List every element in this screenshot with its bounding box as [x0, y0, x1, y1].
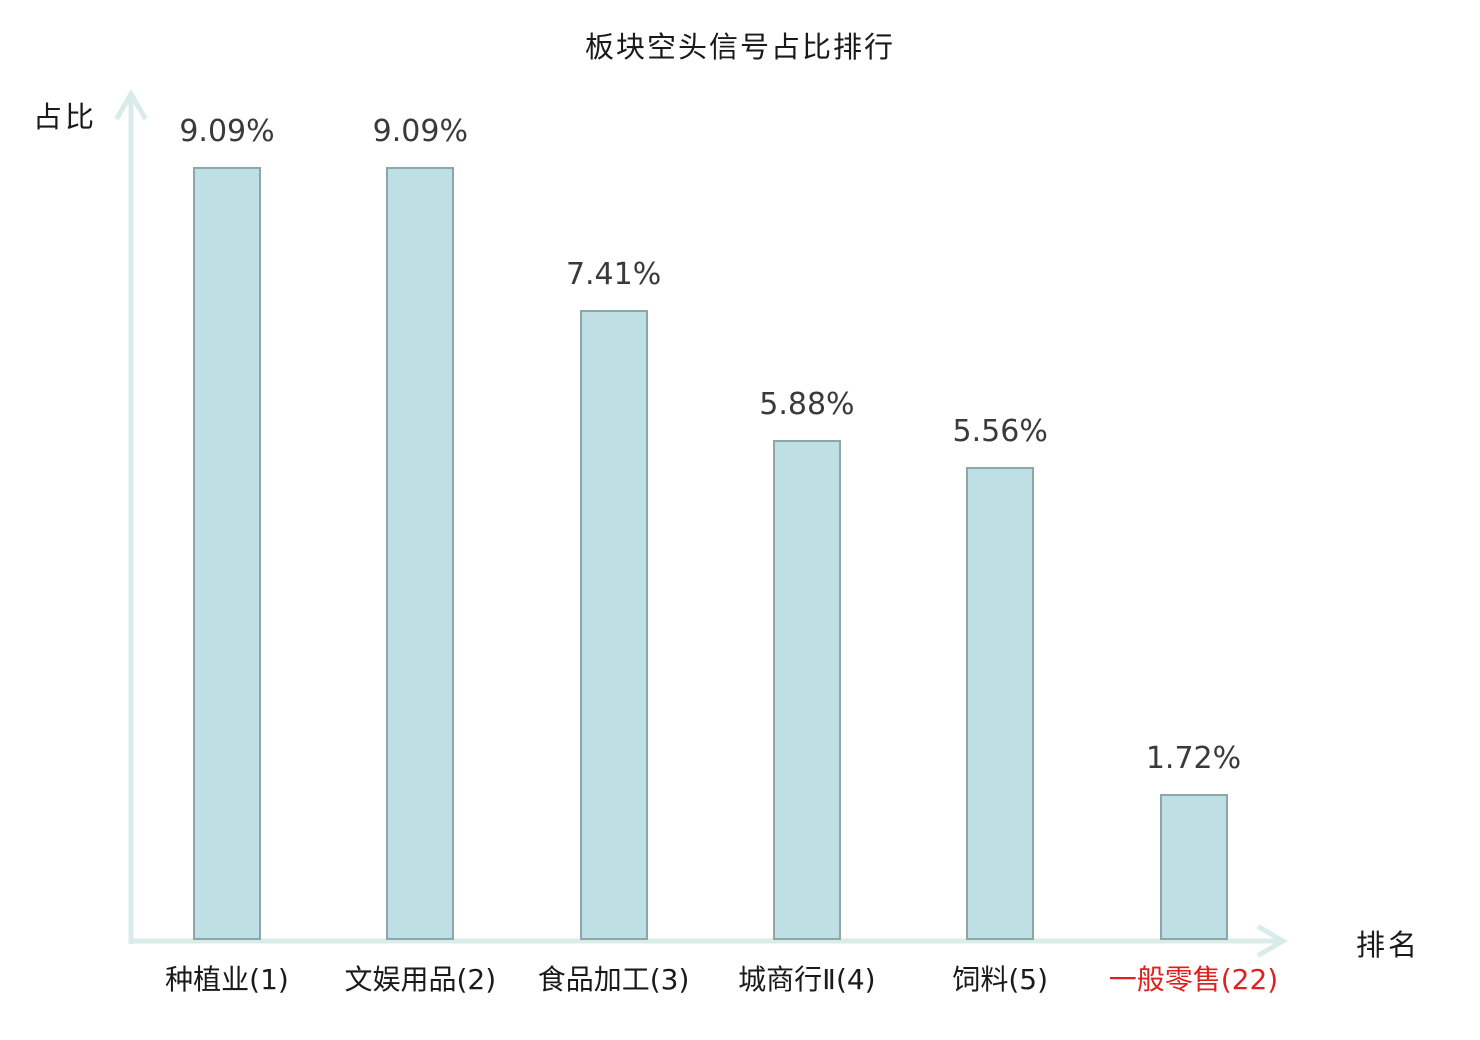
chart-title: 板块空头信号占比排行 [584, 30, 895, 64]
category-label: 食品加工(3) [537, 963, 690, 996]
bar [193, 167, 261, 940]
category-label: 种植业(1) [165, 963, 289, 996]
x-axis-label: 排名 [1356, 928, 1421, 962]
bar [966, 467, 1035, 940]
category-label: 饲料(5) [952, 963, 1049, 996]
bar-value-label: 7.41% [565, 257, 662, 293]
y-axis-label: 占比 [33, 100, 98, 134]
bar-value-label: 9.09% [372, 114, 468, 150]
category-label: 文娱用品(2) [344, 963, 497, 996]
bar [579, 310, 648, 940]
bar-value-label: 9.09% [179, 114, 275, 150]
bar [1159, 793, 1228, 940]
bar-value-label: 1.72% [1145, 740, 1242, 776]
bar [386, 167, 455, 940]
x-axis-arrow-icon [1256, 924, 1288, 958]
bar-value-label: 5.56% [952, 414, 1048, 450]
y-axis-arrow-icon [114, 89, 148, 121]
bar [772, 440, 841, 940]
category-label: 城商行Ⅱ(4) [738, 963, 876, 996]
bar-value-label: 5.88% [759, 387, 855, 423]
category-label-highlighted: 一般零售(22) [1108, 963, 1279, 996]
